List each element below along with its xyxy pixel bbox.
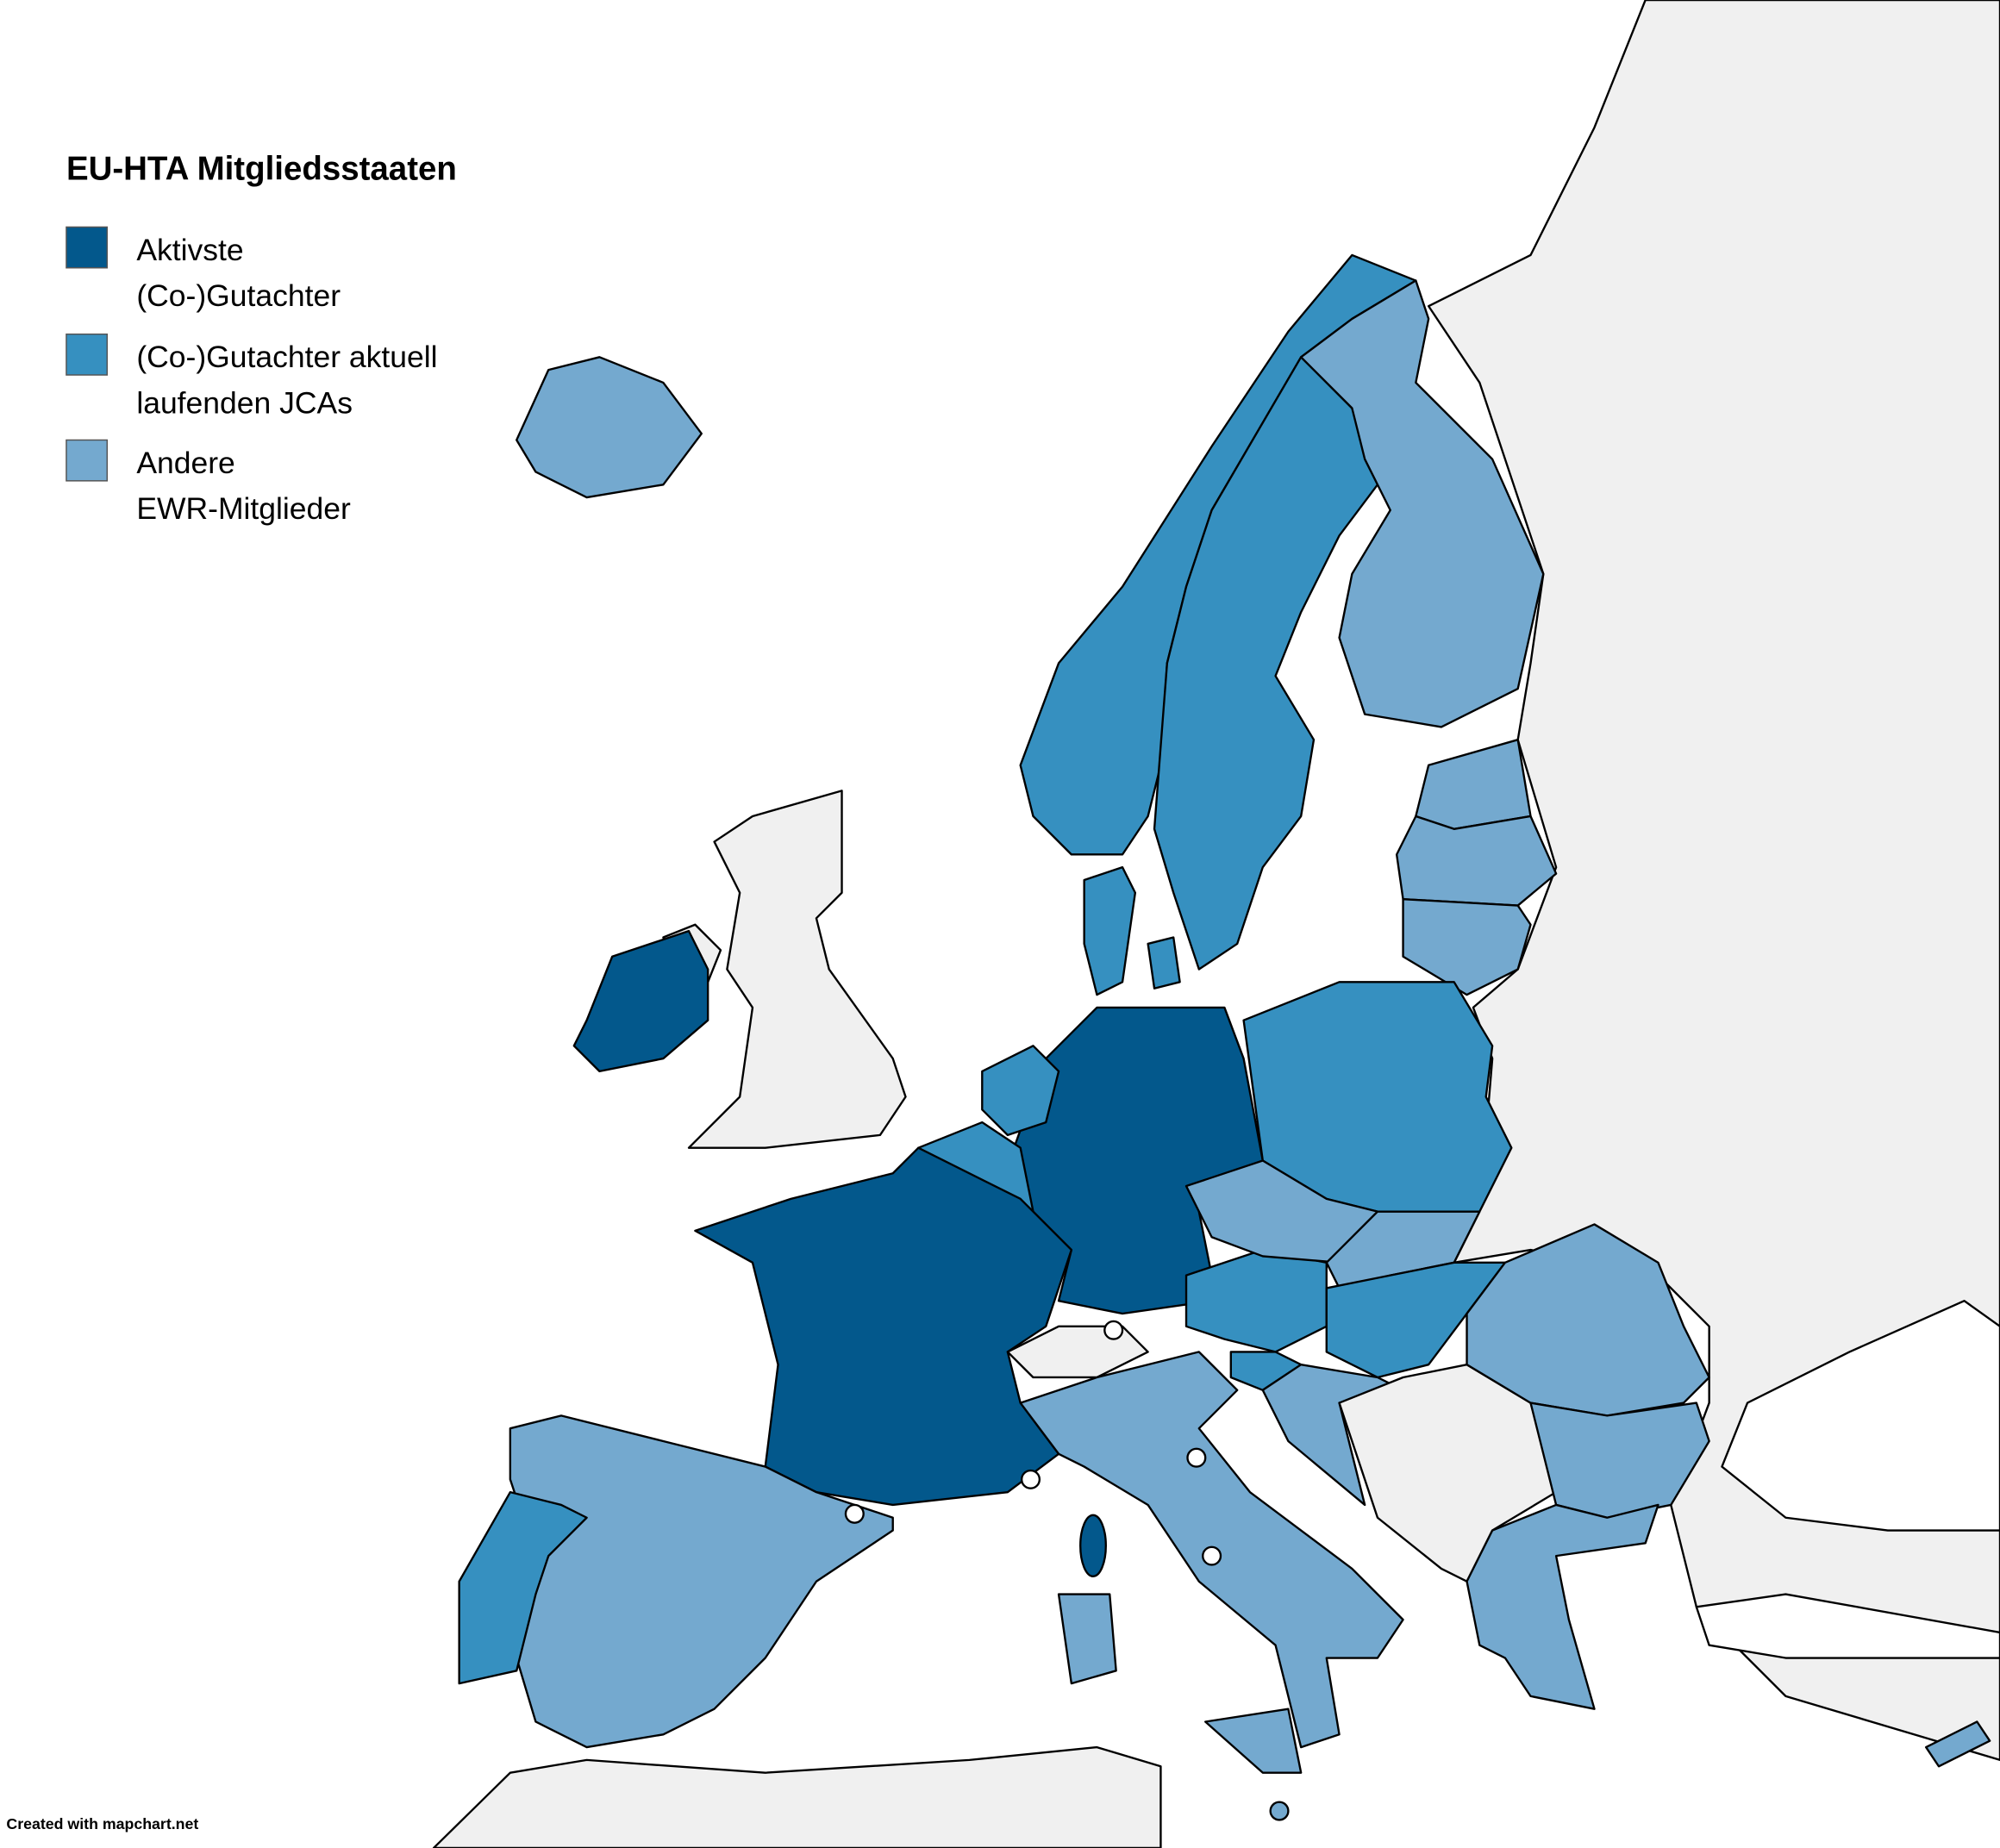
- country: [1147, 936, 1181, 990]
- country: [687, 790, 907, 1149]
- country: [1153, 356, 1379, 971]
- country: [1466, 1503, 1659, 1710]
- legend-swatch: [66, 439, 109, 482]
- country: [432, 1745, 1162, 1848]
- legend-label: (Co-)Gutachter: [136, 278, 341, 313]
- legend-label: (Co-)Gutachter aktuell: [136, 340, 437, 374]
- country: [1079, 1514, 1107, 1577]
- country: [1402, 897, 1532, 996]
- country: [981, 1045, 1060, 1137]
- country: [1338, 1364, 1558, 1583]
- country: [516, 356, 703, 499]
- country: [1466, 1223, 1710, 1417]
- country: [1204, 1708, 1303, 1774]
- legend-swatch: [66, 226, 109, 269]
- footer: Created with mapchart.net: [6, 1815, 198, 1832]
- microstate: [1103, 1320, 1124, 1340]
- legend-label: Andere: [136, 446, 234, 480]
- country: [1269, 1801, 1290, 1821]
- country: [1083, 865, 1137, 996]
- legend-label: laufenden JCAs: [136, 385, 353, 420]
- microstate: [1020, 1469, 1041, 1489]
- microstate: [844, 1503, 865, 1524]
- legend-swatch: [66, 333, 109, 376]
- country: [694, 1146, 1073, 1507]
- legend-label: EWR-Mitglieder: [136, 491, 351, 526]
- country: [1057, 1593, 1117, 1685]
- country: [1395, 815, 1558, 907]
- legend-title: EU-HTA Mitgliedsstaaten: [66, 151, 457, 188]
- legend: Aktivste (Co-)Gutachter (Co-)Gutachter akt…: [66, 226, 438, 526]
- country: [1300, 279, 1545, 728]
- country: [1529, 1402, 1710, 1519]
- legend-label: Aktivste: [136, 233, 243, 267]
- microstate: [1186, 1447, 1207, 1468]
- microstate: [1202, 1545, 1222, 1566]
- country: [1415, 739, 1532, 830]
- map-layer: [432, 0, 2000, 1848]
- sea: [1721, 1300, 2000, 1532]
- country: [458, 1490, 588, 1685]
- country: [572, 929, 709, 1073]
- sea: [1695, 1593, 2000, 1659]
- country: [1925, 1720, 1991, 1768]
